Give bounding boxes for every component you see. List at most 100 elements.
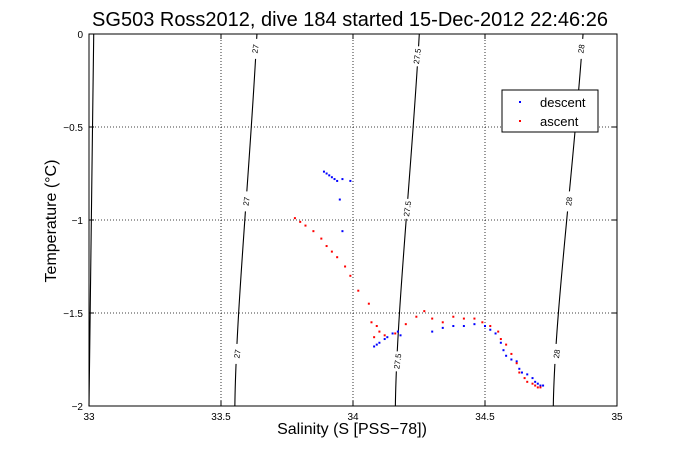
- contour-label-background: [393, 351, 404, 372]
- contour-label: 27: [242, 196, 252, 207]
- x-tick-label: 33: [83, 412, 95, 423]
- y-tick-label: −1: [72, 216, 84, 227]
- ascent-point: [383, 334, 386, 337]
- descent-point: [502, 349, 505, 352]
- contour-label: 27.5: [402, 200, 413, 217]
- contour-label-background: [552, 343, 563, 364]
- ascent-point: [510, 352, 513, 355]
- ascent-point: [304, 224, 307, 227]
- y-axis-label: Temperature (°C): [43, 160, 60, 283]
- x-tick-label: 34: [347, 412, 359, 423]
- descent-point: [328, 174, 331, 177]
- y-tick-label: −0.5: [63, 123, 83, 134]
- legend-box: [501, 89, 599, 133]
- ascent-point: [536, 386, 539, 389]
- descent-point: [531, 377, 534, 380]
- ascent-point: [325, 245, 328, 248]
- descent-point: [431, 330, 434, 333]
- ascent-point: [415, 315, 418, 318]
- density-contour-line: [234, 33, 258, 407]
- descent-point: [534, 380, 537, 383]
- descent-point: [399, 334, 402, 337]
- contour-label-background: [576, 38, 587, 59]
- x-tick-label: 35: [611, 412, 623, 423]
- descent-point: [341, 230, 344, 233]
- descent-point: [494, 332, 497, 335]
- descent-point: [330, 176, 333, 179]
- contour-label: 27.5: [412, 47, 423, 64]
- x-tick-label: 33.5: [211, 412, 231, 423]
- ascent-point: [462, 317, 465, 320]
- ascent-point: [523, 377, 526, 380]
- descent-point: [322, 170, 325, 173]
- descent-point: [542, 384, 545, 387]
- descent-point: [462, 325, 465, 328]
- density-contour-line: [552, 33, 584, 407]
- contour-label-background: [232, 343, 243, 364]
- ascent-point: [370, 321, 373, 324]
- ascent-point: [357, 289, 360, 292]
- descent-point: [373, 345, 376, 348]
- ascent-point: [312, 230, 315, 233]
- contour-label-background: [564, 191, 575, 212]
- descent-point: [473, 323, 476, 326]
- descent-point: [484, 325, 486, 328]
- ascent-point: [481, 321, 484, 324]
- y-tick-label: −2: [72, 402, 84, 413]
- legend-marker-ascent: [519, 120, 521, 122]
- ascent-point: [441, 321, 444, 324]
- descent-point: [386, 336, 389, 339]
- ascent-point: [473, 317, 476, 320]
- contour-label-background: [241, 191, 252, 212]
- contour-label: 28: [552, 348, 562, 359]
- ascent-point: [518, 371, 521, 374]
- contour-label: 27: [232, 348, 242, 359]
- descent-point: [539, 384, 542, 387]
- descent-point: [325, 172, 328, 175]
- descent-point: [520, 371, 523, 374]
- ascent-point: [349, 274, 352, 277]
- descent-point: [489, 328, 492, 331]
- descent-point: [375, 343, 378, 346]
- ascent-point: [539, 386, 542, 389]
- legend: descent ascent: [501, 89, 599, 133]
- ascent-point: [373, 336, 376, 339]
- descent-point: [391, 332, 394, 335]
- ascent-point: [375, 325, 378, 328]
- ascent-point: [505, 343, 508, 346]
- contour-label-background: [403, 198, 414, 219]
- legend-label-descent: descent: [540, 95, 586, 110]
- contour-label: 28: [564, 196, 574, 207]
- descent-point: [536, 382, 539, 385]
- descent-point: [518, 367, 521, 370]
- descent-point: [510, 358, 513, 361]
- ascent-point: [515, 362, 518, 365]
- ascent-point: [330, 250, 333, 253]
- descent-point: [499, 341, 502, 344]
- contour-label-background: [412, 46, 423, 67]
- ascent-point: [299, 220, 302, 223]
- descent-point: [526, 373, 529, 376]
- ascent-point: [394, 332, 397, 335]
- ascent-point: [431, 317, 434, 320]
- ascent-point: [499, 338, 502, 341]
- descent-point: [336, 179, 339, 182]
- ascent-point: [344, 265, 347, 268]
- ascent-point: [452, 315, 455, 318]
- ascent-point: [367, 302, 370, 305]
- descent-point: [441, 326, 444, 329]
- descent-point: [383, 338, 386, 341]
- contour-label-background: [251, 38, 262, 59]
- ascent-point: [531, 382, 534, 385]
- descent-point: [341, 178, 344, 181]
- ascent-point: [526, 380, 529, 383]
- x-tick-label: 34.5: [475, 412, 495, 423]
- contour-label: 28: [576, 43, 586, 54]
- descent-point: [333, 178, 336, 181]
- x-axis-label: Salinity (S [PSS−78]): [277, 421, 427, 438]
- descent-point: [452, 325, 455, 328]
- ascent-point: [423, 310, 426, 313]
- ascent-point: [320, 237, 323, 240]
- descent-point: [349, 179, 352, 182]
